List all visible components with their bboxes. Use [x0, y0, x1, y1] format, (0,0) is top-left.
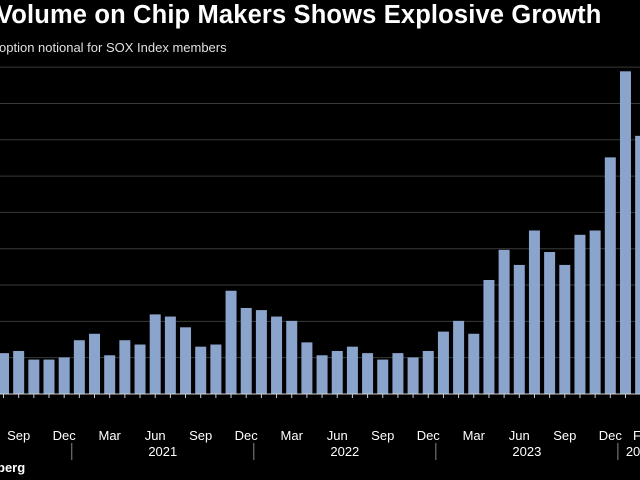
bar	[498, 249, 510, 394]
bar	[164, 316, 176, 394]
chart-title: Volume on Chip Makers Shows Explosive Gr…	[0, 1, 602, 29]
bar	[255, 310, 267, 394]
bar	[225, 290, 237, 394]
bar	[453, 320, 465, 394]
bar	[574, 234, 586, 394]
bar	[346, 346, 358, 394]
x-tick-label: Mar	[98, 428, 121, 443]
bar	[437, 331, 449, 394]
bar	[619, 71, 631, 394]
bar	[513, 264, 525, 394]
x-tick-label: Mar	[463, 428, 486, 443]
bar	[544, 252, 556, 394]
bar	[468, 333, 480, 394]
bar	[286, 320, 298, 394]
x-tick-label: Dec	[235, 428, 259, 443]
x-year-label: 20	[626, 444, 640, 459]
bar	[240, 307, 252, 394]
bar	[271, 316, 283, 394]
x-tick-label: Dec	[53, 428, 77, 443]
bar	[180, 327, 192, 394]
chart-subtitle: option notional for SOX Index members	[0, 40, 227, 55]
x-year-label: 2022	[330, 444, 359, 459]
x-tick-label: Sep	[371, 428, 394, 443]
bar	[13, 350, 25, 394]
bar	[58, 357, 70, 394]
x-tick-label: Jun	[145, 428, 166, 443]
bar	[89, 333, 101, 394]
bar	[362, 353, 374, 394]
source-label: berg	[0, 460, 26, 475]
x-tick-label: Sep	[189, 428, 212, 443]
bar	[407, 357, 419, 394]
bar	[483, 279, 495, 394]
bar	[635, 135, 640, 394]
bar	[134, 344, 146, 394]
x-year-label: 2023	[512, 444, 541, 459]
x-tick-label: Dec	[417, 428, 441, 443]
bar	[377, 359, 389, 394]
bar	[28, 359, 40, 394]
x-tick-label: Sep	[553, 428, 576, 443]
bar	[316, 355, 328, 394]
bar	[73, 340, 85, 394]
x-tick-label: Sep	[7, 428, 30, 443]
bar	[149, 314, 161, 394]
x-tick-label: Jun	[327, 428, 348, 443]
bar	[559, 264, 571, 394]
x-tick-label: Mar	[281, 428, 304, 443]
bar	[604, 157, 616, 394]
x-year-label: 2021	[148, 444, 177, 459]
bar	[104, 355, 116, 394]
bar	[528, 230, 540, 394]
x-tick-label: Dec	[599, 428, 623, 443]
bar	[195, 346, 207, 394]
bar	[392, 353, 404, 394]
bar	[589, 230, 601, 394]
bar	[43, 359, 55, 394]
bar	[422, 350, 434, 394]
bar	[210, 344, 222, 394]
bar	[119, 340, 131, 394]
bar	[301, 342, 313, 394]
bar	[331, 350, 343, 394]
x-tick-label: Fe	[633, 428, 640, 443]
bar	[0, 353, 9, 394]
x-tick-label: Jun	[509, 428, 530, 443]
